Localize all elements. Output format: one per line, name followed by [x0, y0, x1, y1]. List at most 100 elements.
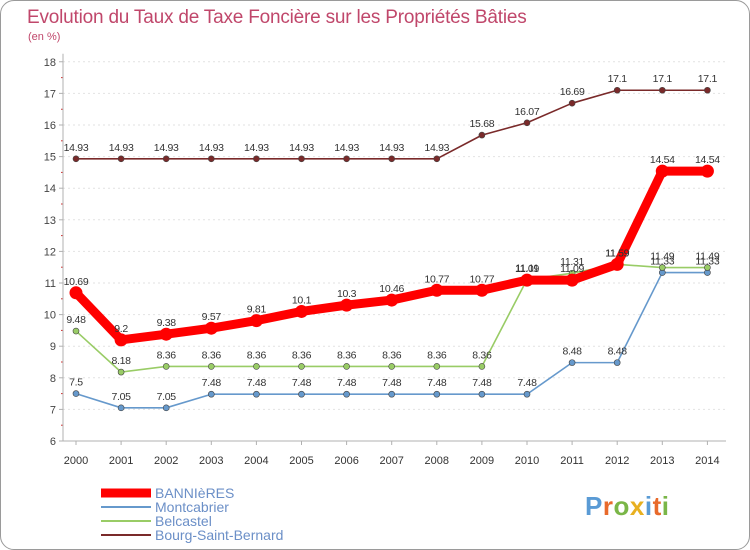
chart-title: Evolution du Taux de Taxe Foncière sur l…	[27, 7, 527, 28]
y-tick-label: 16	[44, 120, 56, 132]
y-tick-label: 10	[44, 310, 56, 322]
data-label-Belcastel: 8.36	[247, 349, 267, 361]
data-label-Montcabrier: 7.48	[337, 377, 357, 389]
data-point-Belcastel	[72, 327, 80, 335]
data-point-Montcabrier	[253, 390, 260, 398]
data-point-Belcastel	[162, 363, 170, 370]
data-point-Montcabrier	[72, 390, 80, 397]
y-tick-label: 18	[44, 57, 56, 69]
data-point-BANNIèRES	[700, 164, 714, 178]
data-label-Montcabrier: 7.05	[157, 391, 177, 403]
data-point-Bourg-Saint-Bernard	[523, 119, 531, 127]
data-label-BANNIèRES: 10.3	[337, 288, 357, 300]
data-point-BANNIèRES	[159, 327, 173, 341]
data-label-Bourg-Saint-Bernard: 14.93	[244, 142, 269, 154]
data-label-Bourg-Saint-Bernard: 14.93	[199, 142, 224, 154]
data-point-Bourg-Saint-Bernard	[478, 131, 486, 139]
data-point-BANNIèRES	[249, 314, 263, 328]
x-tick-label: 2011	[560, 455, 584, 467]
y-tick-label: 6	[50, 436, 56, 448]
data-label-Bourg-Saint-Bernard: 14.93	[424, 142, 449, 154]
y-tick-label: 17	[44, 88, 56, 100]
data-label-Bourg-Saint-Bernard: 16.07	[515, 106, 540, 118]
data-point-Belcastel	[388, 363, 396, 370]
data-label-Montcabrier: 7.48	[292, 377, 312, 389]
y-tick-label: 11	[45, 278, 56, 290]
logo-letter: x	[629, 491, 645, 521]
data-point-Bourg-Saint-Bernard	[613, 86, 621, 94]
data-label-Belcastel: 8.36	[472, 349, 492, 361]
data-point-BANNIèRES	[610, 257, 624, 271]
x-tick-label: 2006	[334, 455, 358, 467]
legend-label-BANNIèRES: BANNIèRES	[155, 485, 234, 501]
data-point-BANNIèRES	[385, 293, 399, 307]
x-tick-label: 2003	[199, 455, 223, 467]
data-label-Belcastel: 11.11	[515, 263, 539, 275]
data-label-Bourg-Saint-Bernard: 17.1	[608, 73, 628, 85]
data-point-BANNIèRES	[69, 286, 83, 300]
data-label-Montcabrier: 7.48	[517, 377, 537, 389]
proxiti-logo: Proxiti	[585, 491, 669, 522]
legend-label-Montcabrier: Montcabrier	[155, 499, 229, 515]
data-label-Belcastel: 11.49	[695, 251, 719, 263]
data-label-Belcastel: 8.36	[337, 349, 357, 361]
data-label-Montcabrier: 7.5	[69, 377, 83, 389]
logo-letter: r	[602, 491, 614, 521]
data-point-Montcabrier	[613, 359, 621, 366]
data-point-Montcabrier	[523, 390, 531, 398]
data-point-Bourg-Saint-Bernard	[253, 155, 260, 163]
data-label-BANNIèRES: 9.2	[114, 323, 128, 335]
x-tick-label: 2008	[425, 455, 449, 467]
data-label-Bourg-Saint-Bernard: 17.1	[698, 73, 718, 85]
data-point-Belcastel	[298, 363, 305, 370]
data-label-Belcastel: 8.36	[202, 349, 222, 361]
x-tick-label: 2010	[515, 455, 539, 467]
data-point-BANNIèRES	[204, 321, 218, 335]
data-label-Bourg-Saint-Bernard: 14.93	[64, 142, 89, 154]
data-point-Belcastel	[478, 363, 486, 370]
data-label-Montcabrier: 7.48	[247, 377, 267, 389]
data-point-BANNIèRES	[114, 333, 128, 347]
data-label-Belcastel: 11.49	[650, 251, 674, 263]
data-point-Bourg-Saint-Bernard	[162, 155, 170, 163]
unit-label: (en %)	[28, 31, 61, 43]
logo-letter: P	[585, 491, 603, 521]
data-label-Montcabrier: 7.48	[427, 377, 447, 389]
data-label-Montcabrier: 7.48	[472, 377, 492, 389]
data-point-BANNIèRES	[430, 283, 444, 297]
data-point-Montcabrier	[478, 390, 486, 398]
data-point-BANNIèRES	[475, 283, 489, 297]
data-label-BANNIèRES: 14.54	[650, 154, 675, 166]
x-tick-label: 2012	[605, 455, 629, 467]
data-label-BANNIèRES: 10.77	[424, 273, 449, 285]
data-label-Belcastel: 8.18	[111, 355, 131, 367]
logo-letter: o	[613, 491, 630, 521]
y-tick-label: 7	[50, 404, 56, 416]
data-label-Bourg-Saint-Bernard: 14.93	[334, 142, 359, 154]
data-point-Bourg-Saint-Bernard	[658, 86, 666, 94]
data-label-Bourg-Saint-Bernard: 17.1	[653, 73, 673, 85]
data-point-Bourg-Saint-Bernard	[208, 155, 215, 163]
data-label-Bourg-Saint-Bernard: 16.69	[560, 86, 585, 98]
data-point-Bourg-Saint-Bernard	[433, 155, 441, 163]
data-point-Bourg-Saint-Bernard	[298, 155, 305, 163]
data-point-Montcabrier	[433, 390, 441, 398]
y-tick-label: 15	[44, 152, 56, 164]
data-label-Belcastel: 11.31	[560, 256, 584, 268]
legend-label-Bourg-Saint-Bernard: Bourg-Saint-Bernard	[155, 527, 283, 543]
data-point-Bourg-Saint-Bernard	[388, 155, 396, 163]
data-point-Belcastel	[704, 264, 711, 271]
data-label-Bourg-Saint-Bernard: 15.68	[470, 118, 495, 130]
data-label-Belcastel: 9.48	[66, 314, 86, 326]
data-label-Montcabrier: 11.33	[650, 256, 674, 268]
x-tick-label: 2005	[289, 455, 313, 467]
data-label-BANNIèRES: 11.59	[605, 247, 629, 259]
data-label-Bourg-Saint-Bernard: 14.93	[379, 142, 404, 154]
data-label-BANNIèRES: 10.46	[379, 283, 404, 295]
data-point-BANNIèRES	[655, 164, 669, 178]
data-label-Montcabrier: 8.48	[562, 346, 582, 358]
data-point-Montcabrier	[388, 390, 396, 398]
x-tick-label: 2001	[109, 455, 133, 467]
